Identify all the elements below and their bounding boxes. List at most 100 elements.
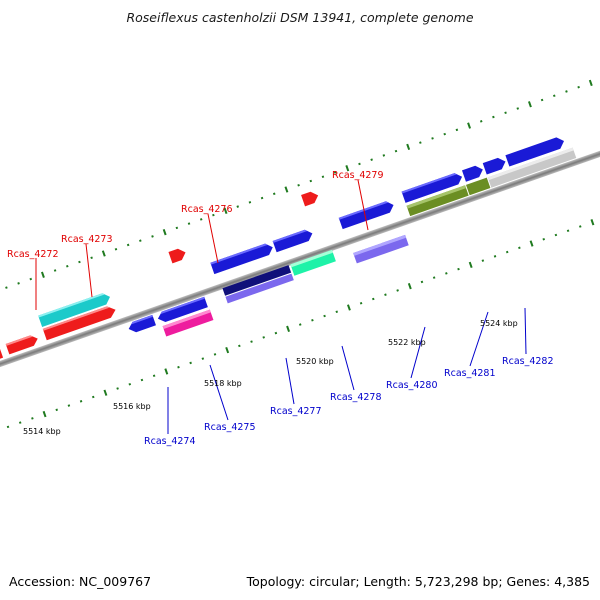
gene-arrow-slate-4277[interactable]	[225, 273, 294, 304]
gene-arrow-red-4276[interactable]	[168, 247, 187, 264]
minor-tick	[139, 239, 142, 242]
gene-arrow-cyan-4273[interactable]	[38, 291, 112, 327]
minor-tick	[443, 132, 446, 136]
minor-tick	[518, 246, 521, 250]
minor-tick	[274, 331, 278, 335]
minor-tick	[457, 267, 460, 271]
gene-arrow-red-4279[interactable]	[301, 190, 320, 207]
scale-label: 5514 kbp	[23, 427, 61, 436]
minor-tick	[66, 264, 69, 268]
minor-tick	[540, 98, 544, 102]
minor-tick	[189, 361, 192, 365]
gene-arrow-blue-4282a[interactable]	[461, 164, 485, 182]
gene-arrow-blue-right1[interactable]	[482, 156, 508, 175]
gene-label-rcas-4276[interactable]: Rcas_4276	[181, 204, 233, 215]
gene-label-rcas-4274[interactable]: Rcas_4274	[144, 436, 196, 447]
minor-tick	[311, 319, 314, 322]
gene-arrow-magenta-4275[interactable]	[162, 309, 214, 337]
minor-tick	[177, 365, 180, 369]
minor-tick	[212, 213, 215, 217]
gene-label-rcas-4275[interactable]: Rcas_4275	[204, 422, 256, 433]
scale-ticks-bottom	[6, 219, 595, 429]
gene-label-rcas-4280[interactable]: Rcas_4280	[386, 380, 438, 391]
major-tick	[40, 271, 45, 278]
minor-tick	[126, 243, 130, 247]
minor-tick	[91, 395, 95, 399]
gene-arrow-aquamarine-4278[interactable]	[290, 249, 336, 276]
genome-backbone	[0, 129, 600, 394]
minor-tick	[492, 115, 495, 119]
gene-arrow-blue-right2[interactable]	[505, 135, 566, 167]
gene-arrow-blue-4281a[interactable]	[401, 171, 464, 203]
minor-tick	[55, 408, 59, 412]
gene-arrow-slate-4280[interactable]	[353, 234, 409, 264]
major-tick	[346, 304, 351, 311]
gene-arrow-red-4273[interactable]	[42, 304, 118, 341]
minor-tick	[542, 238, 546, 241]
minor-tick	[272, 192, 276, 196]
minor-tick	[29, 277, 33, 281]
bottom-strand-genes	[127, 234, 409, 337]
minor-tick	[370, 158, 373, 161]
minor-tick	[31, 417, 34, 420]
minor-tick	[432, 276, 436, 279]
minor-tick	[128, 382, 132, 386]
gene-arrow-red-left[interactable]	[0, 347, 4, 373]
minor-tick	[578, 225, 582, 228]
minor-tick	[78, 260, 81, 264]
minor-tick	[151, 235, 154, 238]
minor-tick	[114, 247, 118, 251]
minor-tick	[333, 171, 337, 174]
major-tick	[284, 186, 289, 193]
gene-arrow-blue-4277a[interactable]	[210, 242, 274, 275]
gene-arrow-blue-4275[interactable]	[156, 296, 208, 324]
minor-tick	[260, 196, 264, 200]
minor-tick	[553, 94, 556, 97]
major-tick	[162, 228, 167, 236]
scale-ticks-top	[5, 79, 593, 289]
major-tick	[286, 325, 290, 332]
gene-label-rcas-4281[interactable]: Rcas_4281	[444, 368, 496, 379]
minor-tick	[505, 250, 509, 254]
gene-arrow-blue-4274[interactable]	[127, 314, 156, 334]
gene-label-rcas-4278[interactable]: Rcas_4278	[330, 392, 382, 403]
minor-tick	[335, 310, 339, 314]
major-tick	[164, 368, 169, 375]
minor-tick	[79, 400, 83, 403]
label-leaders	[35, 179, 527, 434]
minor-tick	[396, 289, 399, 292]
gene-label-rcas-4272[interactable]: Rcas_4272	[7, 249, 59, 260]
minor-tick	[358, 162, 361, 166]
minor-tick	[6, 425, 10, 429]
minor-tick	[359, 301, 363, 305]
minor-tick	[175, 226, 179, 230]
minor-tick	[250, 340, 253, 343]
gene-arrow-olive-4282[interactable]	[465, 177, 491, 196]
minor-tick	[309, 179, 313, 183]
major-tick	[527, 101, 532, 108]
gene-arrow-olive-4281[interactable]	[406, 185, 469, 217]
gene-label-rcas-4273[interactable]: Rcas_4273	[61, 234, 113, 245]
minor-tick	[420, 280, 424, 284]
gene-label-rcas-4279[interactable]: Rcas_4279	[332, 170, 384, 181]
minor-tick	[248, 201, 252, 204]
scale-label: 5518 kbp	[204, 379, 242, 388]
gene-arrow-silver-right[interactable]	[487, 147, 577, 188]
scale-label: 5520 kbp	[296, 357, 334, 366]
minor-tick	[384, 293, 387, 296]
gene-label-rcas-4277[interactable]: Rcas_4277	[270, 406, 322, 417]
scale-label: 5524 kbp	[480, 319, 518, 328]
gene-label-rcas-4282[interactable]: Rcas_4282	[502, 356, 554, 367]
map-title: Roseiflexus castenholzii DSM 13941, comp…	[126, 10, 473, 25]
minor-tick	[394, 149, 398, 153]
minor-tick	[321, 175, 325, 179]
gene-arrow-navy-4277[interactable]	[222, 265, 292, 296]
minor-tick	[140, 378, 144, 382]
minor-tick	[17, 282, 20, 285]
minor-tick	[238, 344, 241, 348]
minor-tick	[297, 183, 300, 187]
gene-arrow-blue-4278a[interactable]	[272, 228, 315, 253]
gene-arrow-red-small[interactable]	[5, 333, 40, 355]
minor-tick	[504, 111, 507, 115]
